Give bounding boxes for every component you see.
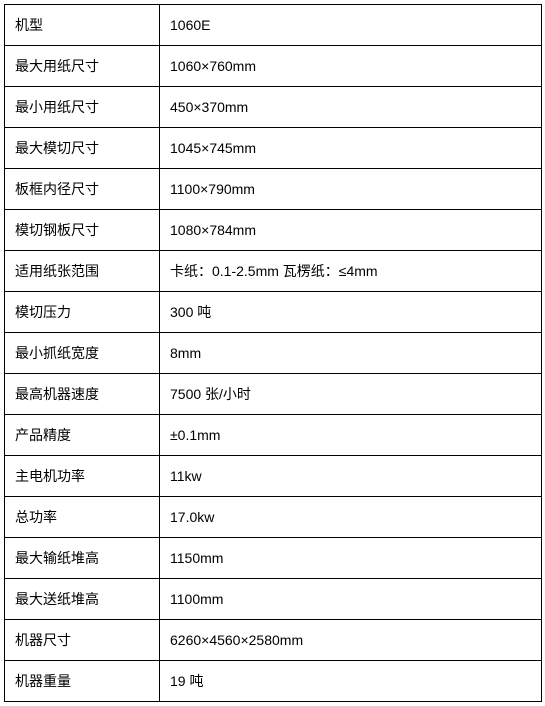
spec-value: 19 吨: [160, 661, 542, 702]
spec-label: 模切压力: [5, 292, 160, 333]
table-row: 机器尺寸 6260×4560×2580mm: [5, 620, 542, 661]
spec-label: 最大送纸堆高: [5, 579, 160, 620]
table-row: 模切压力 300 吨: [5, 292, 542, 333]
table-row: 模切钢板尺寸 1080×784mm: [5, 210, 542, 251]
table-row: 最大送纸堆高 1100mm: [5, 579, 542, 620]
spec-label: 主电机功率: [5, 456, 160, 497]
table-row: 最大模切尺寸 1045×745mm: [5, 128, 542, 169]
spec-label: 模切钢板尺寸: [5, 210, 160, 251]
spec-label: 机型: [5, 5, 160, 46]
spec-value: 17.0kw: [160, 497, 542, 538]
spec-label: 总功率: [5, 497, 160, 538]
table-row: 板框内径尺寸 1100×790mm: [5, 169, 542, 210]
spec-label: 机器尺寸: [5, 620, 160, 661]
spec-value: 8mm: [160, 333, 542, 374]
spec-value: 1080×784mm: [160, 210, 542, 251]
table-row: 最大用纸尺寸 1060×760mm: [5, 46, 542, 87]
table-row: 最大输纸堆高 1150mm: [5, 538, 542, 579]
spec-value: ±0.1mm: [160, 415, 542, 456]
spec-label: 板框内径尺寸: [5, 169, 160, 210]
spec-value: 6260×4560×2580mm: [160, 620, 542, 661]
spec-label: 机器重量: [5, 661, 160, 702]
spec-label: 产品精度: [5, 415, 160, 456]
spec-value: 11kw: [160, 456, 542, 497]
table-row: 产品精度 ±0.1mm: [5, 415, 542, 456]
spec-label: 最大用纸尺寸: [5, 46, 160, 87]
table-row: 总功率 17.0kw: [5, 497, 542, 538]
spec-label: 最小用纸尺寸: [5, 87, 160, 128]
spec-value: 1100mm: [160, 579, 542, 620]
spec-table: 机型 1060E 最大用纸尺寸 1060×760mm 最小用纸尺寸 450×37…: [4, 4, 542, 702]
spec-value: 1100×790mm: [160, 169, 542, 210]
spec-value: 7500 张/小时: [160, 374, 542, 415]
table-row: 主电机功率 11kw: [5, 456, 542, 497]
table-row: 最高机器速度 7500 张/小时: [5, 374, 542, 415]
spec-value: 卡纸：0.1-2.5mm 瓦楞纸：≤4mm: [160, 251, 542, 292]
spec-value: 1150mm: [160, 538, 542, 579]
table-row: 最小抓纸宽度 8mm: [5, 333, 542, 374]
spec-label: 最大模切尺寸: [5, 128, 160, 169]
spec-value: 300 吨: [160, 292, 542, 333]
table-row: 机器重量 19 吨: [5, 661, 542, 702]
spec-label: 最大输纸堆高: [5, 538, 160, 579]
table-row: 最小用纸尺寸 450×370mm: [5, 87, 542, 128]
spec-label: 最高机器速度: [5, 374, 160, 415]
spec-label: 适用纸张范围: [5, 251, 160, 292]
spec-value: 450×370mm: [160, 87, 542, 128]
table-row: 机型 1060E: [5, 5, 542, 46]
spec-label: 最小抓纸宽度: [5, 333, 160, 374]
spec-table-body: 机型 1060E 最大用纸尺寸 1060×760mm 最小用纸尺寸 450×37…: [5, 5, 542, 702]
table-row: 适用纸张范围 卡纸：0.1-2.5mm 瓦楞纸：≤4mm: [5, 251, 542, 292]
spec-value: 1045×745mm: [160, 128, 542, 169]
spec-value: 1060E: [160, 5, 542, 46]
spec-value: 1060×760mm: [160, 46, 542, 87]
